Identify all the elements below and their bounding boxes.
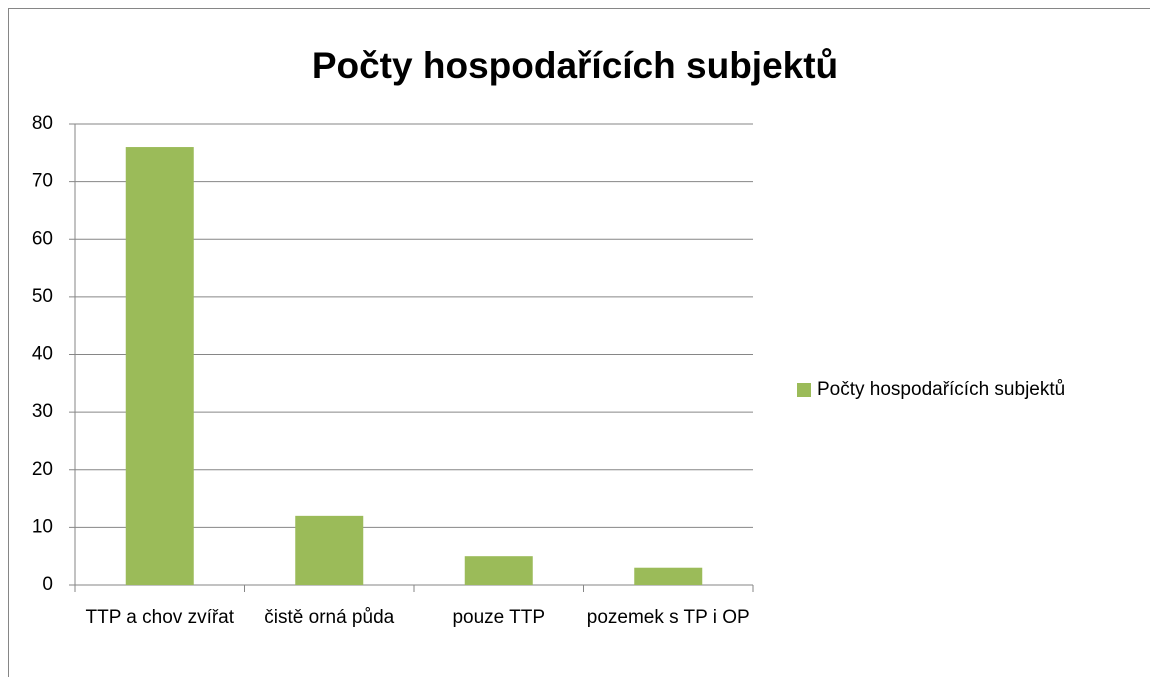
bar: [295, 515, 364, 585]
y-tick-label: 40: [32, 344, 53, 365]
chart-border: [8, 8, 1150, 677]
y-tick-label: 10: [32, 516, 53, 537]
chart-title: Počty hospodařících subjektů: [312, 45, 838, 86]
x-tick-label: čistě orná půda: [264, 607, 395, 628]
legend-label: Počty hospodařících subjektů: [817, 379, 1065, 400]
y-tick-label: 70: [32, 171, 53, 192]
x-tick-label: pouze TTP: [452, 607, 546, 628]
y-tick-label: 0: [42, 574, 53, 595]
bar: [464, 556, 533, 585]
y-tick-label: 60: [32, 228, 53, 249]
x-tick-label: TTP a chov zvířat: [85, 607, 235, 628]
y-tick-label: 20: [32, 459, 53, 480]
x-tick-label: pozemek s TP i OP: [586, 607, 750, 628]
y-tick-label: 50: [32, 286, 53, 307]
y-tick-label: 80: [32, 113, 53, 134]
legend-swatch: [797, 383, 811, 397]
bar: [634, 567, 703, 585]
bar: [125, 147, 194, 586]
y-tick-label: 30: [32, 401, 53, 422]
